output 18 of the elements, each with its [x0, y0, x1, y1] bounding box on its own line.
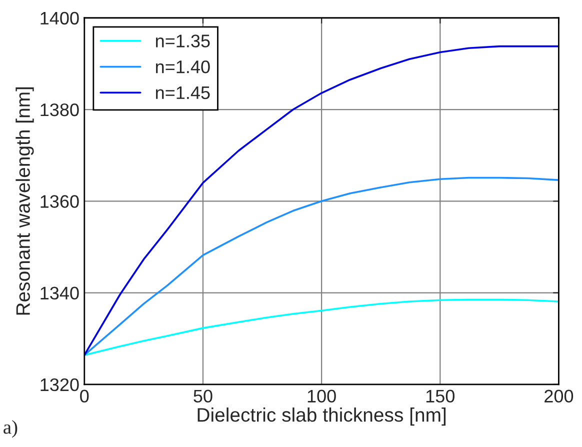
y-tick-label: 1400 [40, 12, 79, 25]
x-tick-label: 100 [308, 390, 336, 403]
y-tick-label: 1320 [40, 378, 79, 392]
line-series [84, 298, 559, 356]
x-axis-title: Dielectric slab thickness [nm] [198, 408, 446, 426]
x-tick-label: 0 [80, 390, 89, 403]
y-tick-label: 1360 [40, 195, 79, 208]
x-tick-label: 150 [426, 390, 454, 403]
legend-label: n=1.35 [156, 34, 210, 48]
legend-label: n=1.40 [156, 60, 210, 74]
line-series [84, 176, 559, 356]
text: a) [4, 420, 18, 438]
y-axis-title: Resonant wavelength [nm] [16, 87, 34, 315]
x-tick-label: 50 [194, 390, 212, 403]
legend-label: n=1.45 [156, 86, 210, 100]
x-tick-label: 200 [544, 390, 574, 403]
y-tick-label: 1340 [40, 286, 79, 300]
y-tick-label: 1380 [40, 103, 79, 116]
